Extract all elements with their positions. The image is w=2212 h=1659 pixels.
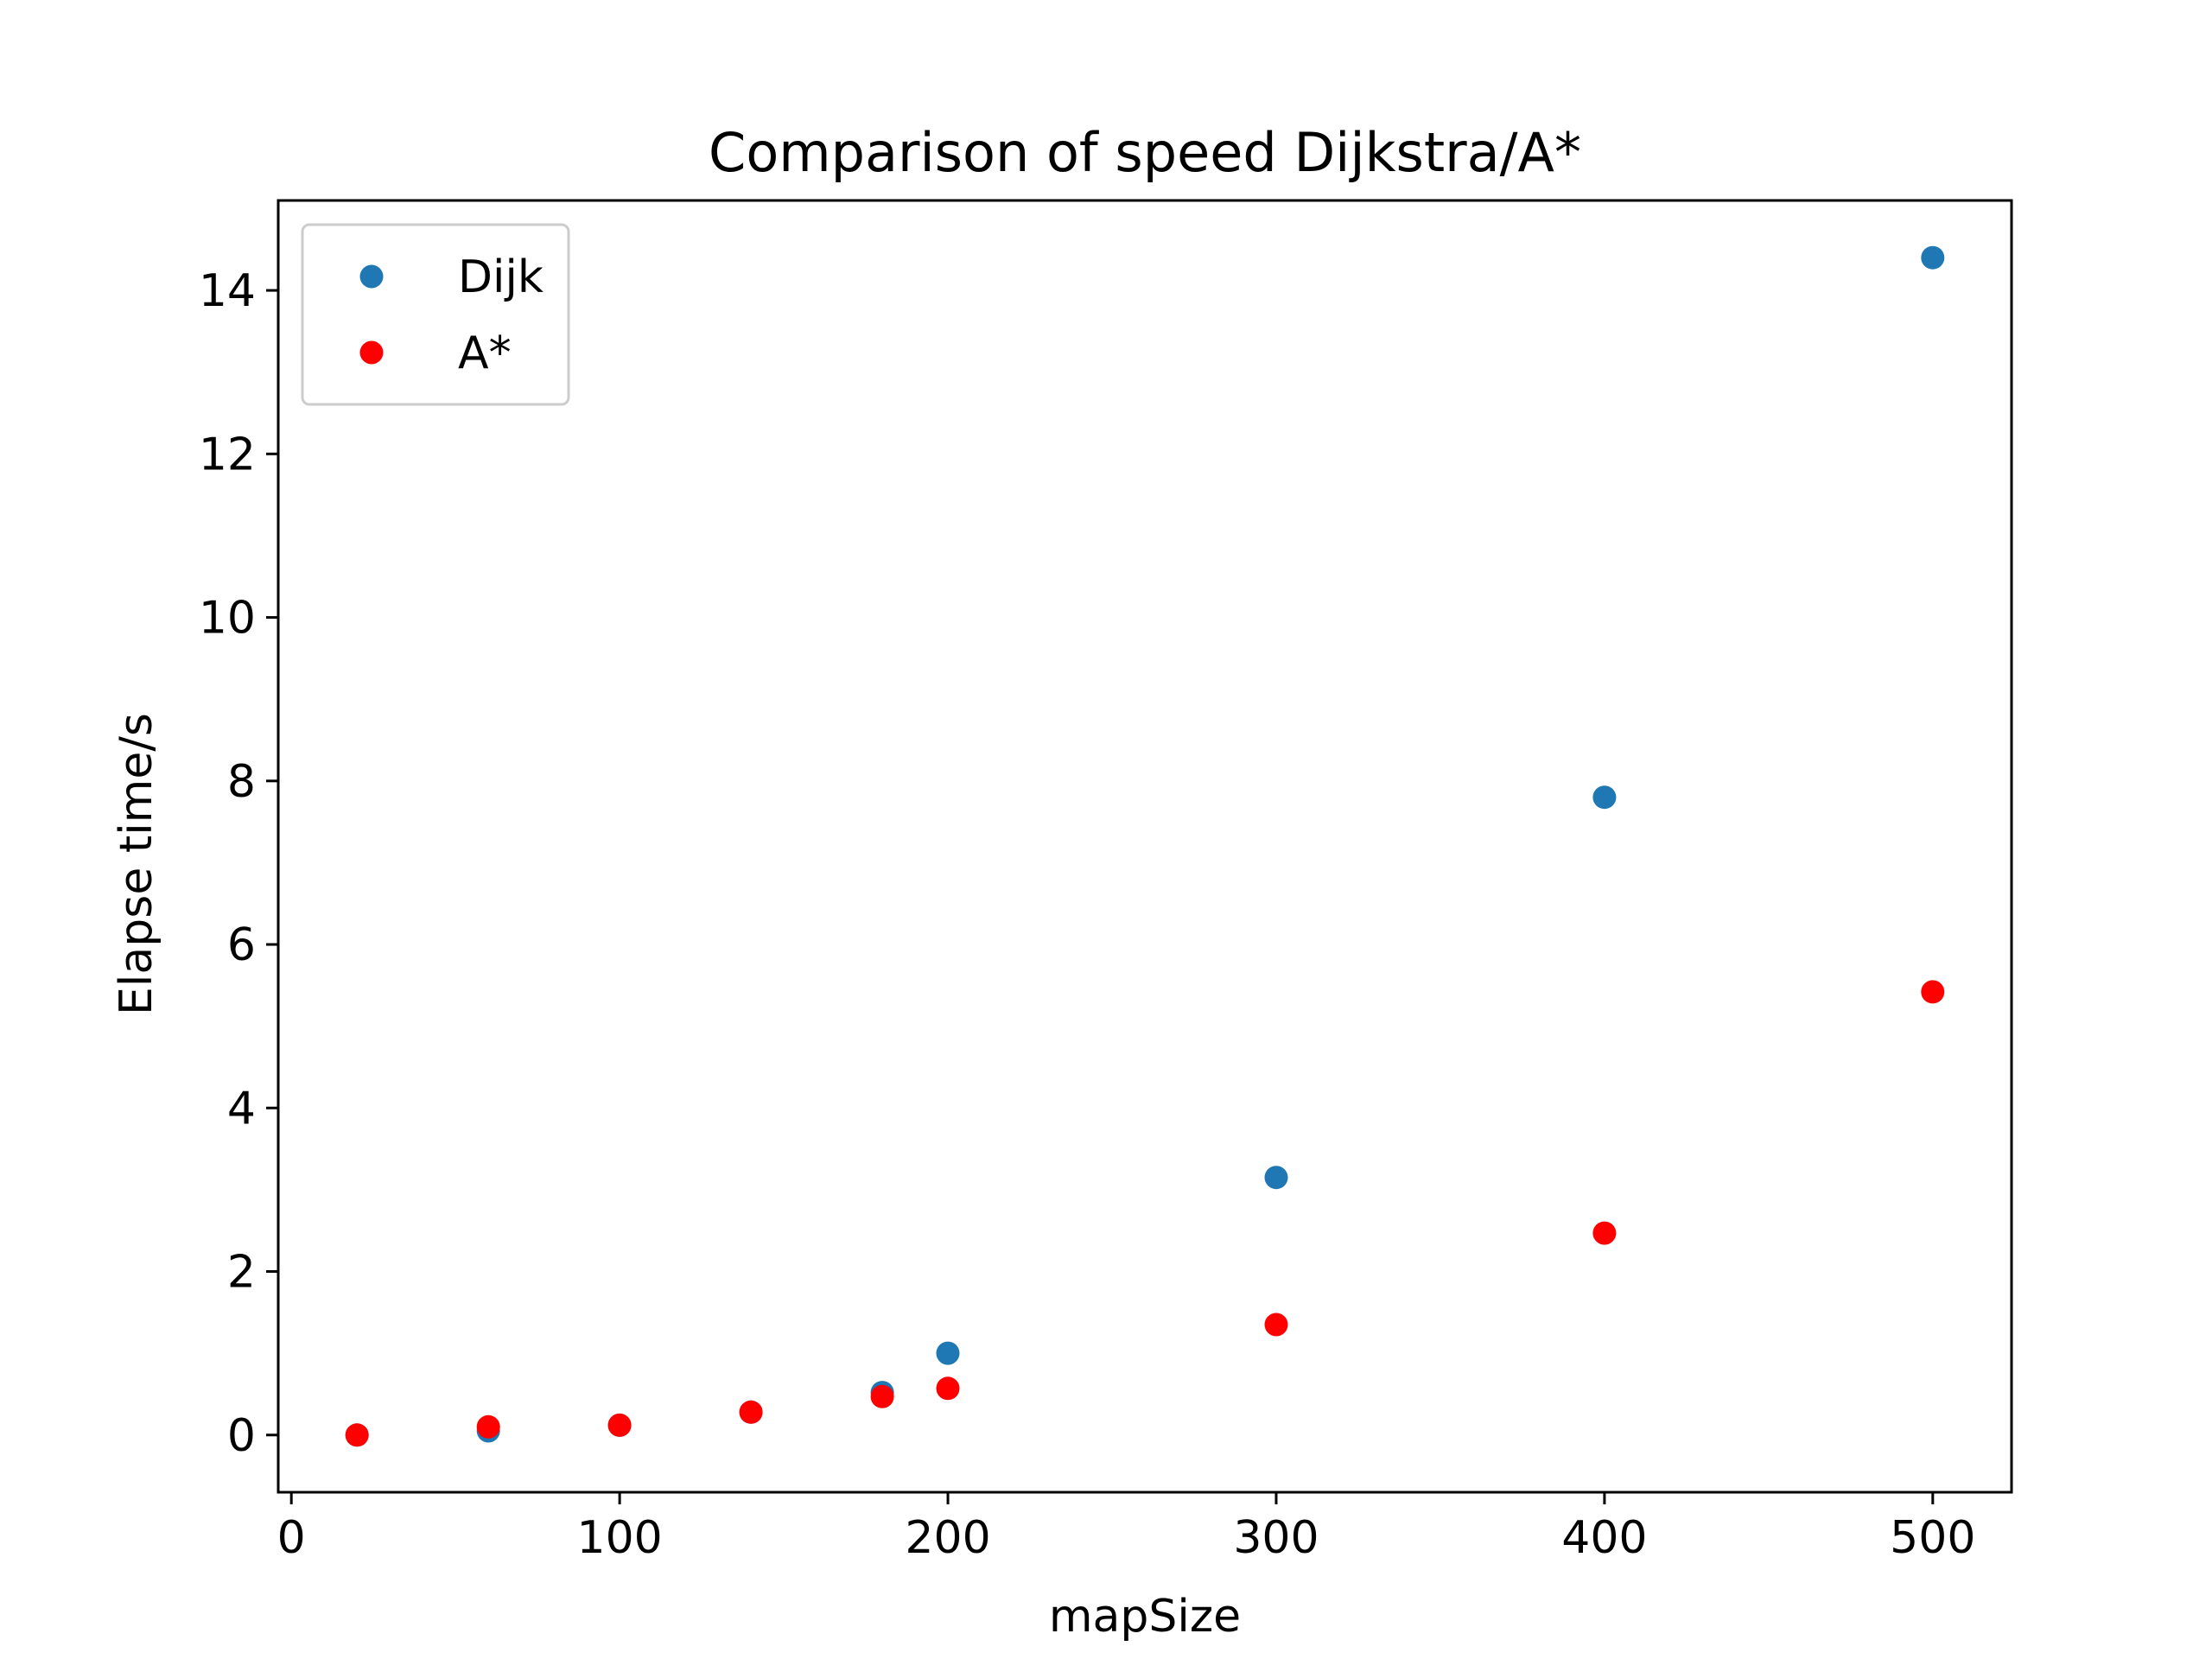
data-point-series-1	[1264, 1166, 1288, 1190]
data-point-series-1	[1592, 785, 1617, 810]
plot-frame	[276, 199, 2013, 1494]
legend: Dijk A*	[301, 223, 570, 406]
y-tick-label: 8	[227, 756, 256, 808]
y-tick-label: 6	[227, 919, 256, 971]
x-tick-label: 0	[277, 1512, 306, 1564]
y-tick-label: 14	[199, 265, 256, 317]
x-tick-label: 400	[1561, 1512, 1647, 1564]
x-tick-label: 200	[905, 1512, 990, 1564]
y-tick-label: 4	[227, 1083, 256, 1135]
data-point-series-1	[936, 1341, 960, 1365]
x-tick-label: 300	[1233, 1512, 1319, 1564]
data-point-series-2	[870, 1384, 894, 1408]
x-tick-label: 100	[576, 1512, 662, 1564]
x-tick-label: 500	[1890, 1512, 1975, 1564]
y-tick-label: 2	[227, 1247, 256, 1299]
data-point-series-2	[1592, 1221, 1617, 1245]
legend-entry-label: A*	[458, 327, 512, 379]
y-tick-label: 0	[227, 1410, 256, 1462]
legend-marker	[359, 264, 384, 289]
data-point-series-2	[1264, 1313, 1288, 1337]
y-tick-label: 10	[199, 593, 256, 645]
axes: 0 100 200 300 400 500 0 2 4 6 8 10 12 14	[199, 199, 2013, 1564]
legend-entry-label: Dijk	[458, 251, 543, 303]
data-point-series-2	[607, 1413, 632, 1437]
data-point-series-1	[1921, 245, 1945, 270]
y-tick-label: 12	[199, 429, 256, 480]
data-point-series-2	[739, 1400, 763, 1424]
data-points	[345, 245, 1945, 1447]
data-point-series-2	[476, 1414, 500, 1439]
legend-marker	[359, 340, 384, 365]
data-point-series-2	[345, 1423, 369, 1447]
x-axis-label: mapSize	[1049, 1591, 1241, 1643]
y-axis-label: Elapse time/s	[111, 713, 162, 1015]
data-point-series-2	[1921, 980, 1945, 1004]
chart-title: Comparison of speed Dijkstra/A*	[709, 121, 1581, 184]
data-point-series-2	[936, 1376, 960, 1401]
